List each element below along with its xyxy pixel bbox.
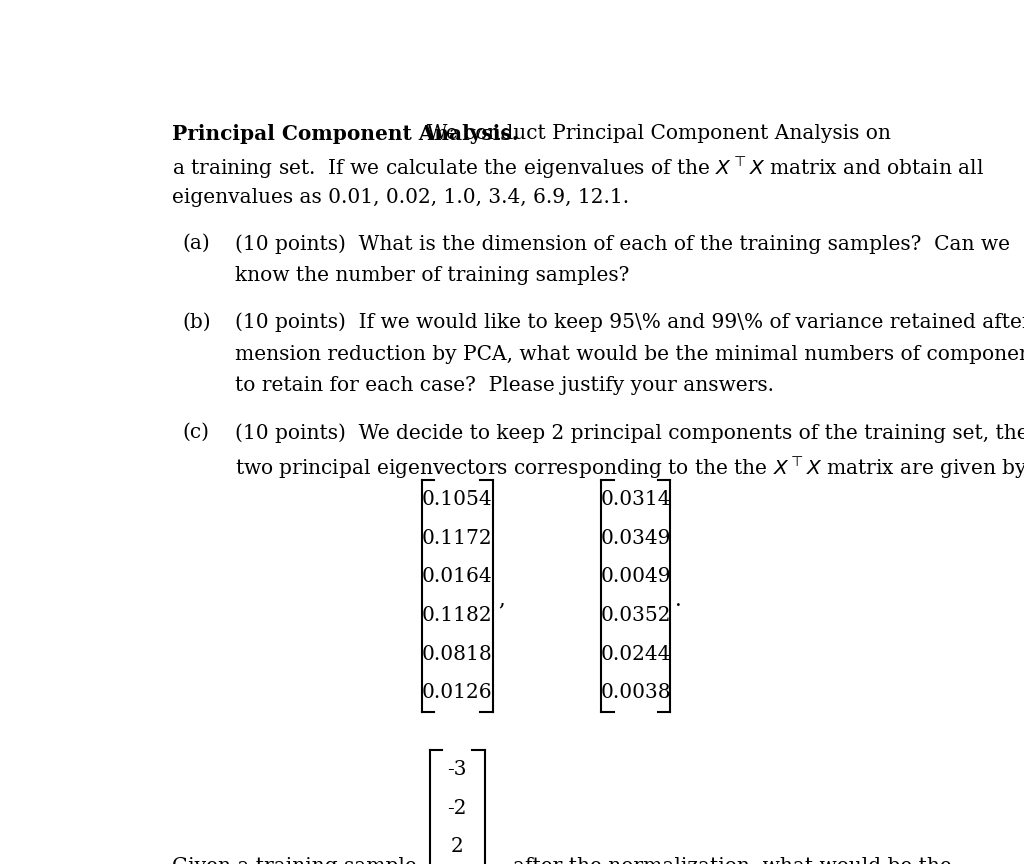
Text: to retain for each case?  Please justify your answers.: to retain for each case? Please justify …: [236, 377, 774, 396]
Text: 2: 2: [451, 837, 464, 856]
Text: 0.1054: 0.1054: [422, 490, 493, 509]
Text: 0.0164: 0.0164: [422, 568, 493, 587]
Text: We conduct Principal Component Analysis on: We conduct Principal Component Analysis …: [414, 124, 891, 143]
Text: 0.0352: 0.0352: [601, 606, 671, 625]
Text: 0.0818: 0.0818: [422, 645, 493, 664]
Text: (a): (a): [182, 234, 210, 253]
Text: .: .: [675, 588, 682, 611]
Text: -3: -3: [447, 760, 467, 779]
Text: (b): (b): [182, 313, 211, 332]
Text: (c): (c): [182, 423, 209, 442]
Text: two principal eigenvectors corresponding to the the $X^\top X$ matrix are given : two principal eigenvectors corresponding…: [236, 455, 1024, 480]
Text: after the normalization, what would be the: after the normalization, what would be t…: [513, 856, 951, 864]
Text: eigenvalues as 0.01, 0.02, 1.0, 3.4, 6.9, 12.1.: eigenvalues as 0.01, 0.02, 1.0, 3.4, 6.9…: [172, 187, 629, 206]
Text: a training set.  If we calculate the eigenvalues of the $X^\top X$ matrix and ob: a training set. If we calculate the eige…: [172, 156, 984, 181]
Text: 0.0314: 0.0314: [601, 490, 671, 509]
Text: -2: -2: [447, 798, 467, 817]
Text: mension reduction by PCA, what would be the minimal numbers of components: mension reduction by PCA, what would be …: [236, 345, 1024, 364]
Text: (10 points)  If we would like to keep 95\% and 99\% of variance retained after d: (10 points) If we would like to keep 95\…: [236, 313, 1024, 333]
Text: Given a training sample: Given a training sample: [172, 856, 417, 864]
Text: 0.0049: 0.0049: [601, 568, 671, 587]
Text: 0.0126: 0.0126: [422, 683, 493, 702]
Text: 0.0244: 0.0244: [601, 645, 671, 664]
Text: know the number of training samples?: know the number of training samples?: [236, 266, 630, 285]
Text: (10 points)  What is the dimension of each of the training samples?  Can we: (10 points) What is the dimension of eac…: [236, 234, 1010, 254]
Text: 0.1172: 0.1172: [422, 529, 493, 548]
Text: 0.0038: 0.0038: [601, 683, 671, 702]
Text: Principal Component Analysis.: Principal Component Analysis.: [172, 124, 518, 143]
Text: 0.1182: 0.1182: [422, 606, 493, 625]
Text: (10 points)  We decide to keep 2 principal components of the training set, the: (10 points) We decide to keep 2 principa…: [236, 423, 1024, 442]
Text: 0.0349: 0.0349: [601, 529, 671, 548]
Text: ,: ,: [498, 588, 505, 611]
